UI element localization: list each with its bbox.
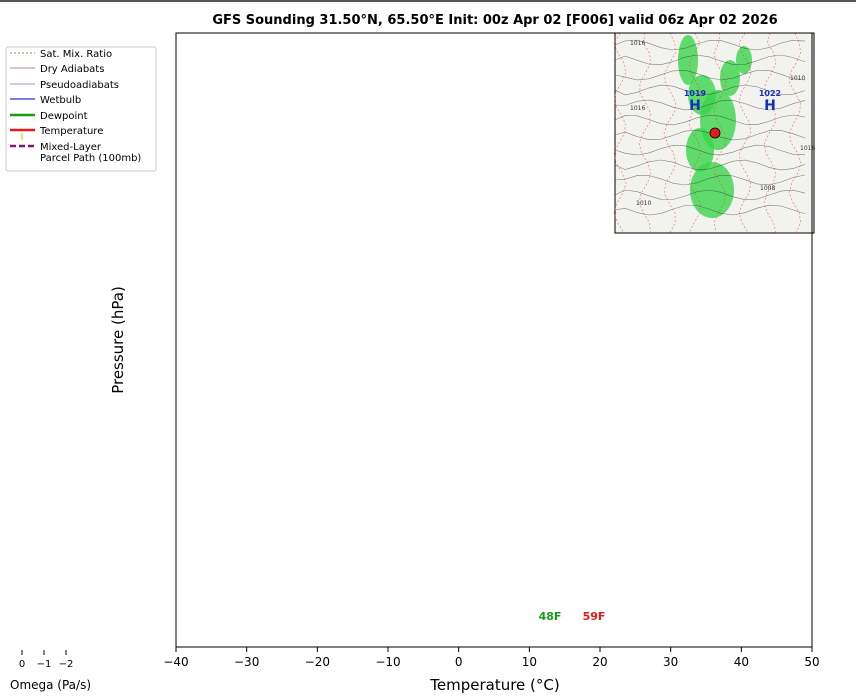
legend-label: Sat. Mix. Ratio	[40, 49, 112, 60]
x-tick-label: −40	[163, 655, 188, 669]
map-temperature-contour	[663, 32, 677, 234]
surface-dewpoint-label: 48F	[539, 610, 562, 623]
map-temperature-contour	[763, 32, 777, 234]
map-pressure-value: 1019	[684, 89, 707, 98]
omega-tick-label: −1	[37, 659, 52, 670]
map-high-label: H	[689, 98, 701, 114]
omega-tick-label: 0	[19, 659, 25, 670]
surface-labels: 48F 59F	[539, 610, 606, 623]
legend: Sat. Mix. Ratio Dry Adiabats Pseudoadiabat…	[5, 46, 157, 172]
map-contour	[614, 129, 806, 141]
map-temperature-contour	[638, 32, 652, 234]
map-contour	[614, 84, 806, 96]
omega-panel: DGZDGZ0−1−2	[19, 650, 74, 670]
map-contour	[614, 189, 806, 201]
x-tick-label: 50	[804, 655, 819, 669]
surface-temperature-label: 59F	[583, 610, 606, 623]
map-temperature-contour	[788, 32, 802, 234]
map-high-label: H	[764, 98, 776, 114]
x-tick-label: −20	[305, 655, 330, 669]
map-contour	[614, 114, 806, 126]
map-contour-label: 1010	[636, 200, 651, 207]
legend-label: Dry Adiabats	[40, 64, 104, 75]
plot-frame	[175, 32, 813, 648]
map-contour	[614, 39, 806, 51]
map-precip-area	[678, 35, 698, 85]
map-contour-label: 1010	[790, 75, 805, 82]
map-temperature-contour	[688, 32, 702, 234]
map-pressure-value: 1022	[759, 89, 781, 98]
map-precip-area	[690, 162, 734, 218]
x-tick-label: −10	[375, 655, 400, 669]
map-contour	[614, 204, 806, 216]
legend-label: Wetbulb	[40, 95, 81, 106]
map-precip-area	[736, 46, 752, 74]
map-temperature-contour	[713, 32, 727, 234]
legend-label: Mixed-Layer	[40, 142, 102, 153]
x-tick-label: −30	[234, 655, 259, 669]
x-tick-label: 40	[734, 655, 749, 669]
map-contour	[614, 69, 806, 81]
x-tick-label: 20	[592, 655, 607, 669]
top-border	[0, 0, 856, 2]
map-contour	[614, 144, 806, 156]
map-contour-label: 1008	[760, 185, 775, 192]
map-contour-label: 1016	[800, 145, 815, 152]
map-temperature-contour	[738, 32, 752, 234]
x-axis-label: Temperature (°C)	[429, 676, 559, 694]
map-contour	[614, 99, 806, 111]
legend-label: Dewpoint	[40, 111, 88, 122]
map-contour-label: 1016	[630, 40, 645, 47]
omega-axis-label: Omega (Pa/s)	[10, 678, 91, 692]
map-contour	[614, 159, 806, 171]
map-contour-label: 1016	[630, 105, 645, 112]
x-tick-label: 10	[522, 655, 537, 669]
map-temperature-contour	[613, 32, 627, 234]
legend-label: Parcel Path (100mb)	[40, 153, 141, 164]
chart-title: GFS Sounding 31.50°N, 65.50°E Init: 00z …	[212, 13, 777, 28]
omega-tick-label: −2	[59, 659, 74, 670]
legend-label: Temperature	[39, 126, 103, 137]
x-tick-label: 30	[663, 655, 678, 669]
legend-label: Pseudoadiabats	[40, 80, 119, 91]
map-location-marker	[709, 127, 721, 139]
axes: −40−30−20−100102030405010020030040050060…	[163, 647, 820, 669]
y-axis-label: Pressure (hPa)	[109, 286, 127, 394]
x-tick-label: 0	[455, 655, 463, 669]
map-contour	[614, 54, 806, 66]
